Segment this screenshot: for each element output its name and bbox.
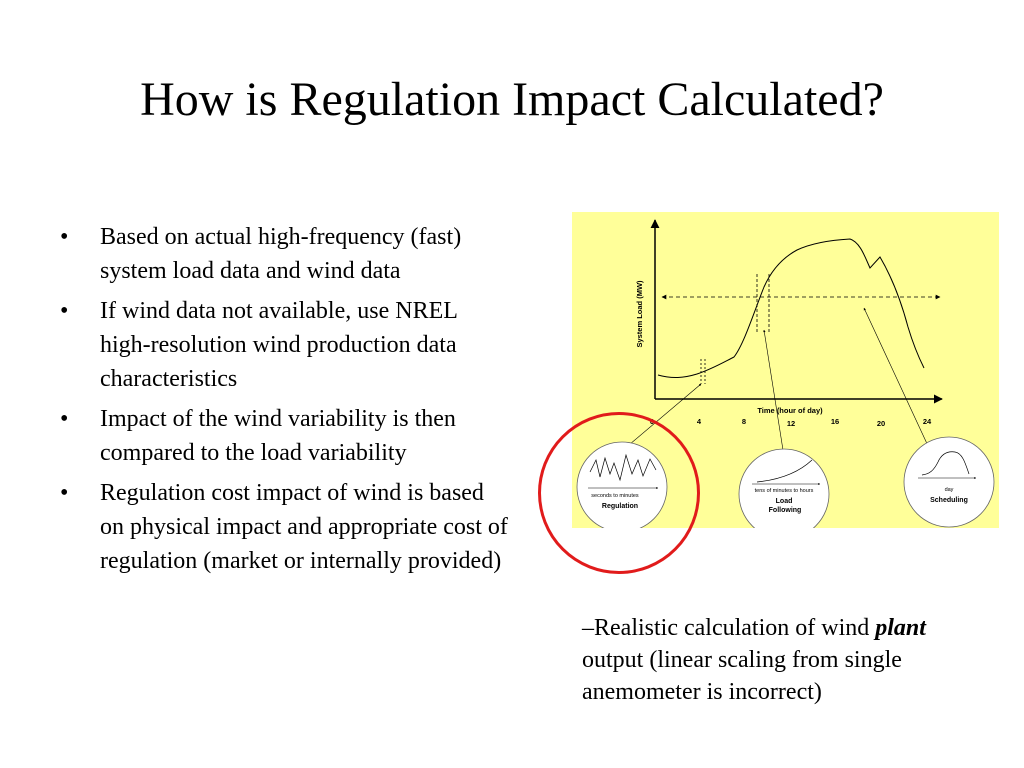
bullet-item: • Impact of the wind variability is then … — [58, 402, 508, 470]
bullet-text: Impact of the wind variability is then c… — [100, 406, 456, 466]
bullet-glyph: • — [60, 406, 69, 432]
bullet-text: Based on actual high-frequency (fast) sy… — [100, 224, 462, 284]
bullet-list: • Based on actual high-frequency (fast) s… — [58, 220, 508, 584]
slide-title: How is Regulation Impact Calculated? — [140, 73, 884, 126]
pointer-arrow — [763, 329, 784, 451]
bullet-item: • Regulation cost impact of wind is based… — [58, 476, 508, 578]
load-following-timescale: tens of minutes to hours — [755, 488, 814, 494]
bullet-glyph: • — [60, 224, 69, 250]
x-tick-label: 4 — [697, 417, 702, 426]
scheduling-signal — [921, 451, 970, 476]
bullet-glyph: • — [60, 298, 69, 324]
scheduling-timescale: day — [945, 487, 954, 493]
bullet-item: • If wind data not available, use NREL hi… — [58, 294, 508, 396]
sub-bullet-emphasis: plant — [875, 615, 926, 641]
sub-bullet-rest: output (linear scaling from single anemo… — [582, 647, 902, 705]
bullet-text: Regulation cost impact of wind is based … — [100, 480, 508, 574]
bullet-glyph: • — [60, 480, 69, 506]
x-tick-label: 16 — [831, 417, 839, 426]
x-tick-label: 8 — [742, 417, 746, 426]
bullet-item: • Based on actual high-frequency (fast) s… — [58, 220, 508, 288]
load-following-label: Load Following — [769, 498, 802, 514]
highlight-circle — [538, 412, 700, 574]
sub-bullet-lead: –Realistic calculation of wind — [582, 615, 876, 641]
x-axis-label: Time (hour of day) — [757, 406, 823, 415]
x-tick-label: 20 — [877, 419, 885, 428]
x-tick-label: 24 — [923, 417, 932, 426]
y-axis-label: System Load (MW) — [635, 280, 644, 348]
scheduling-label: Scheduling — [930, 497, 968, 504]
scheduling-circle — [903, 436, 995, 528]
system-load-curve — [657, 238, 925, 378]
x-tick-label: 12 — [787, 419, 795, 428]
load-following-circle — [738, 448, 830, 528]
load-following-signal — [756, 459, 813, 483]
pointer-arrow — [863, 307, 930, 449]
bullet-text: If wind data not available, use NREL hig… — [100, 298, 457, 392]
sub-bullet: –Realistic calculation of wind plant out… — [582, 612, 982, 708]
